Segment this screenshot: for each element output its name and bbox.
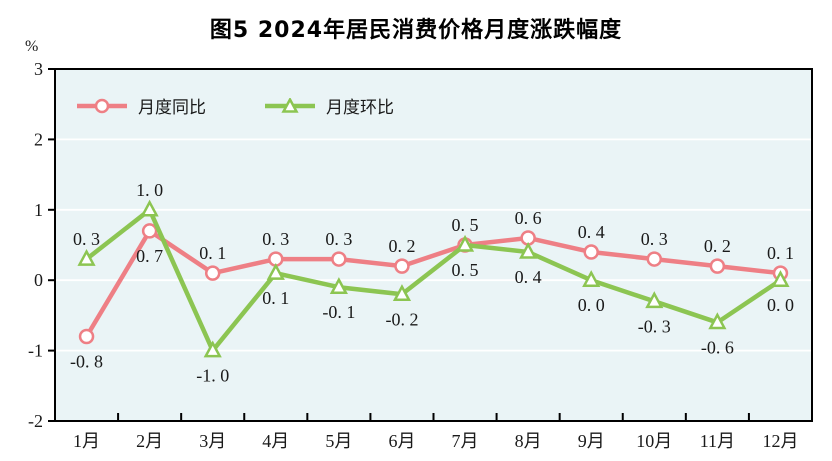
- x-axis-tick-label: 9月: [578, 431, 605, 451]
- data-point-label: 0. 2: [388, 236, 415, 256]
- legend-item-huanbi: 月度环比: [264, 93, 394, 118]
- x-axis-tick-label: 1月: [73, 431, 100, 451]
- x-axis-tick-label: 2月: [136, 431, 163, 451]
- x-axis-tick-label: 10月: [636, 431, 672, 451]
- x-axis-tick-label: 7月: [452, 431, 479, 451]
- data-point-triangle-icon: [582, 270, 601, 287]
- data-point-label: 0. 5: [452, 215, 479, 235]
- data-point-label: 0. 0: [578, 295, 605, 315]
- x-axis-tick-label: 6月: [388, 431, 415, 451]
- data-point-circle-icon: [583, 244, 599, 260]
- data-point-label: -1. 0: [196, 366, 229, 386]
- legend: 月度同比 月度环比: [76, 93, 394, 118]
- x-axis-tick-label: 12月: [762, 431, 798, 451]
- y-axis-tick-label: 3: [34, 59, 43, 79]
- data-point-triangle-icon: [455, 234, 475, 252]
- data-point-triangle-icon: [266, 263, 285, 280]
- data-point-label: 0. 0: [767, 295, 794, 315]
- y-axis-unit-label: %: [25, 38, 39, 55]
- data-point-triangle-icon: [392, 284, 412, 302]
- x-axis-tick-label: 8月: [515, 431, 542, 451]
- plot-area: [55, 69, 812, 421]
- data-point-circle-icon: [394, 258, 410, 274]
- data-point-label: -0. 1: [322, 302, 355, 322]
- legend-tongbi-label: 月度同比: [138, 98, 206, 118]
- legend-huanbi-triangle-icon: [281, 97, 299, 113]
- data-point-circle-icon: [709, 258, 726, 274]
- data-point-label: 0. 1: [767, 243, 794, 263]
- data-point-label: 0. 3: [73, 229, 100, 249]
- data-point-triangle-icon: [645, 291, 664, 309]
- data-point-circle-icon: [204, 265, 221, 281]
- data-point-label: 0. 4: [515, 267, 542, 287]
- x-axis-tick-label: 4月: [262, 431, 289, 451]
- x-axis-tick-label: 5月: [325, 431, 352, 451]
- legend-huanbi-label: 月度环比: [326, 98, 394, 118]
- data-point-circle-icon: [331, 251, 347, 267]
- legend-tongbi-marker-icon: [77, 98, 127, 113]
- x-axis-tick-label: 11月: [700, 431, 735, 451]
- data-point-triangle-icon: [77, 248, 96, 266]
- data-point-triangle-icon: [708, 312, 727, 330]
- legend-item-tongbi: 月度同比: [76, 93, 206, 118]
- data-point-triangle-icon: [203, 340, 222, 358]
- data-point-label: 1. 0: [136, 180, 163, 200]
- data-point-label: 0. 1: [199, 243, 226, 263]
- data-point-label: 0. 3: [262, 229, 289, 249]
- data-point-label: -0. 6: [701, 337, 734, 357]
- data-point-label: 0. 3: [641, 229, 668, 249]
- data-point-label: -0. 3: [638, 316, 671, 336]
- data-point-triangle-icon: [771, 270, 790, 287]
- legend-huanbi-marker-icon: [265, 97, 315, 113]
- data-point-label: 0. 1: [262, 288, 289, 308]
- chart-title: 图5 2024年居民消费价格月度涨跌幅度: [209, 18, 623, 43]
- data-point-circle-icon: [141, 223, 158, 239]
- y-axis-tick-label: -1: [28, 341, 43, 361]
- y-axis-tick-label: 1: [34, 200, 43, 220]
- data-point-label: 0. 7: [136, 246, 163, 266]
- legend-tongbi-circle-icon: [94, 98, 110, 113]
- data-point-triangle-icon: [329, 277, 348, 294]
- y-axis-tick-label: 0: [34, 270, 43, 290]
- y-axis-tick-label: -2: [28, 411, 43, 431]
- data-point-label: 0. 6: [515, 208, 542, 228]
- y-axis-tick-label: 2: [34, 129, 43, 149]
- data-point-triangle-icon: [140, 199, 159, 217]
- series-line-huanbi: [84, 207, 783, 353]
- data-point-label: 0. 5: [452, 260, 479, 280]
- data-point-label: 0. 4: [578, 222, 605, 242]
- data-point-label: 0. 3: [325, 229, 352, 249]
- x-axis-tick-label: 3月: [199, 431, 226, 451]
- data-point-circle-icon: [646, 251, 663, 267]
- data-point-triangle-icon: [519, 241, 538, 259]
- data-point-circle-icon: [78, 328, 95, 345]
- data-point-label: -0. 8: [70, 352, 103, 372]
- series-line-tongbi: [84, 228, 783, 339]
- data-point-label: -0. 2: [385, 309, 418, 329]
- data-point-label: 0. 2: [704, 236, 731, 256]
